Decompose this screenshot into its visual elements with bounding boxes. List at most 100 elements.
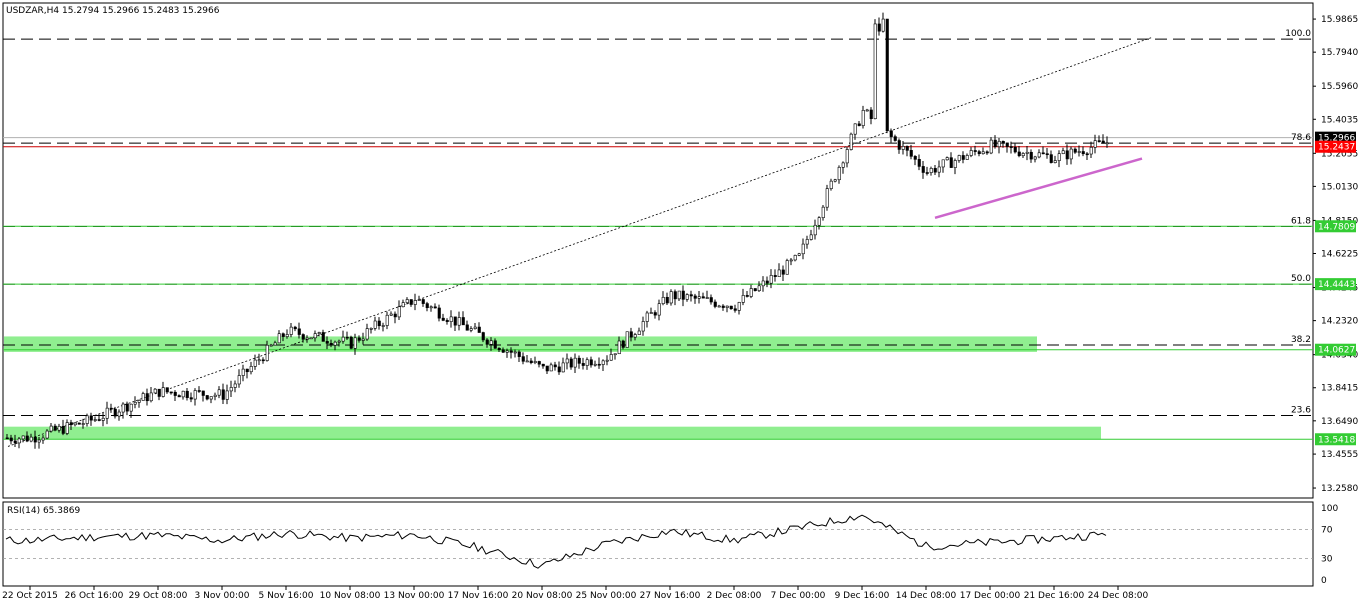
price-tag-14.0627: 14.0627 [1315,343,1356,356]
candle [989,137,993,155]
y-tick-label: 14.2320 [1321,317,1358,327]
fib-levels [3,38,1313,440]
candle [645,310,649,328]
fib-level-labels: 100.0 78.6 61.8 50.0 38.2 23.6 [1285,29,1311,415]
candle [85,413,89,427]
trend-dotted-line [7,36,1153,447]
candle [437,304,441,322]
candle [753,288,757,292]
candle [513,349,517,358]
candle [197,386,201,393]
candle [241,364,245,382]
candle [105,401,109,425]
candle [1021,152,1025,158]
candle [509,347,513,359]
candle [853,123,857,140]
candle [1097,135,1101,143]
candle [285,329,289,339]
candle [961,151,965,164]
y-tick-label: 15.2055 [1321,149,1358,159]
candle [521,352,525,365]
candle [929,166,933,176]
x-tick-label: 7 Dec 00:00 [771,591,826,601]
candle [1073,147,1077,154]
candle [409,299,413,307]
svg-text:13.5418: 13.5418 [1318,435,1355,445]
candle [229,380,233,398]
candle [565,353,569,370]
candle [537,360,541,368]
candle [977,149,981,157]
candle [1105,136,1109,148]
candle [373,316,377,331]
candle [149,386,153,403]
x-tick-label: 14 Dec 08:00 [896,591,957,601]
candle [337,339,341,347]
candle [181,390,185,400]
candle [81,418,85,429]
candle [717,304,721,308]
candle [941,159,945,173]
y-tick-label: 13.6490 [1321,417,1358,427]
candle [741,288,745,306]
candle [885,18,889,134]
candle [605,355,609,366]
candle [837,165,841,184]
candle [1017,145,1021,158]
candle [313,330,317,342]
candle [901,141,905,155]
candle [141,391,145,401]
y-tick-label: 15.4035 [1321,115,1358,125]
candle [697,290,701,304]
rsi-y-tick-label: 70 [1321,526,1333,536]
candle [945,156,949,161]
candle [425,301,429,312]
candle [485,338,489,348]
candle [349,335,353,350]
candle [965,153,969,160]
candle [1013,143,1017,154]
candle [553,361,557,371]
candle [781,265,785,281]
candle [157,388,161,401]
x-tick-label: 24 Dec 08:00 [1088,591,1149,601]
candle [757,281,761,293]
candle [593,360,597,367]
candle [1005,142,1009,153]
candle [333,340,337,351]
x-tick-label: 26 Oct 16:00 [65,591,124,601]
candle [393,311,397,324]
fib-label-61.8: 61.8 [1291,216,1311,226]
candle [289,323,293,338]
main-panel-frame [2,2,1314,499]
candle [77,422,81,425]
candle [501,347,505,353]
candle [185,387,189,401]
candle [749,284,753,299]
y-tick-label: 15.7940 [1321,48,1358,58]
candle [309,337,313,340]
candle [761,276,765,292]
candle [377,317,381,330]
candle [353,333,357,355]
candle [957,154,961,163]
candle [257,353,261,366]
candle [273,340,277,346]
candle [905,145,909,157]
candle [661,291,665,306]
candle [465,320,469,331]
candle [341,330,345,344]
candle [301,333,305,343]
candle [933,164,937,175]
candle [805,235,809,249]
x-tick-label: 3 Nov 00:00 [195,591,250,601]
support-zones [4,336,1101,440]
candle [725,305,729,313]
candle [345,331,349,341]
x-tick-label: 27 Nov 16:00 [640,591,701,601]
candle [193,388,197,406]
candle [245,368,249,379]
candle [97,414,101,422]
candle [793,254,797,262]
